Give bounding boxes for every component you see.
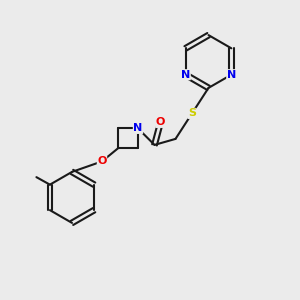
Text: N: N <box>227 70 236 80</box>
Text: N: N <box>181 70 190 80</box>
Text: S: S <box>188 108 196 118</box>
Text: O: O <box>156 117 165 128</box>
Text: O: O <box>97 156 107 167</box>
Text: N: N <box>134 123 142 134</box>
